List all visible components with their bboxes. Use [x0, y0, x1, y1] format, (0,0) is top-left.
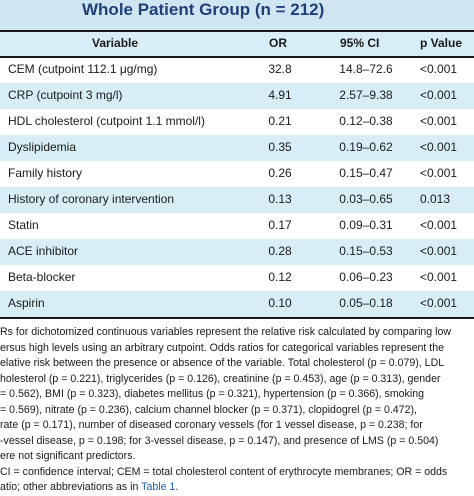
cell-ci: 0.03–0.65 — [339, 192, 393, 206]
table-row: CEM (cutpoint 112.1 μg/mg) 32.8 14.8–72.6 <… — [0, 57, 474, 83]
cell-variable: Family history — [8, 166, 83, 180]
cell-or: 0.13 — [268, 192, 292, 206]
column-header-or: OR — [269, 36, 287, 50]
footnote-text: = 0.569), nitrate (p = 0.236), calcium c… — [0, 403, 417, 416]
footnote-line: ersus high levels using an arbitrary cut… — [0, 341, 444, 357]
cell-variable: History of coronary intervention — [8, 192, 175, 206]
cell-variable: Dyslipidemia — [8, 140, 77, 154]
cell-or: 0.12 — [268, 270, 292, 284]
footnote-text: elative risk between the presence or abs… — [0, 357, 445, 369]
cell-or: 32.8 — [268, 62, 292, 76]
column-header-variable: Variable — [92, 36, 139, 50]
cell-ci: 0.19–0.62 — [339, 140, 393, 154]
column-header-ci: 95% CI — [340, 36, 380, 50]
cell-variable: HDL cholesterol (cutpoint 1.1 mmol/l) — [8, 114, 205, 128]
cell-p-value: 0.013 — [420, 192, 451, 206]
table-header-row — [0, 30, 474, 57]
cell-variable: Statin — [8, 218, 39, 232]
table-row: CRP (cutpoint 3 mg/l) 4.91 2.57–9.38 <0.001 — [0, 83, 474, 109]
cell-p-value: <0.001 — [420, 114, 458, 128]
table-title-band: Whole Patient Group (n = 212) — [0, 0, 474, 30]
header-top-rule — [0, 30, 474, 32]
cell-or: 4.91 — [268, 88, 292, 102]
footnote-text: CI = confidence interval; CEM = total ch… — [0, 465, 448, 478]
table-row: ACE inhibitor 0.28 0.15–0.53 <0.001 — [0, 239, 474, 265]
cell-ci: 14.8–72.6 — [339, 62, 393, 76]
footnote-text: ere not significant predictors. — [0, 450, 136, 462]
table-row: Beta-blocker 0.12 0.06–0.23 <0.001 — [0, 265, 474, 291]
footnote-text: -vessel disease, p = 0.198; for 3-vessel… — [0, 434, 439, 447]
table-bottom-rule — [0, 317, 474, 319]
table-1-link[interactable]: Table 1 — [141, 481, 176, 493]
footnote-line: atio; other abbreviations as in Table 1. — [0, 480, 178, 496]
table-row: Aspirin 0.10 0.05–0.18 <0.001 — [0, 291, 474, 317]
table-row: Family history 0.26 0.15–0.47 <0.001 — [0, 161, 474, 187]
cell-p-value: <0.001 — [420, 166, 458, 180]
cell-or: 0.28 — [268, 244, 292, 258]
cell-ci: 2.57–9.38 — [339, 88, 393, 102]
cell-or: 0.10 — [268, 296, 292, 310]
cell-ci: 0.15–0.53 — [339, 244, 393, 258]
footnote-text: holesterol (p = 0.221), triglycerides (p… — [0, 372, 441, 385]
cell-variable: CRP (cutpoint 3 mg/l) — [8, 88, 123, 102]
footnote-line: elative risk between the presence or abs… — [0, 356, 444, 372]
cell-p-value: <0.001 — [420, 244, 458, 258]
footnote-text: rate (p = 0.171), number of diseased cor… — [0, 419, 423, 431]
cell-p-value: <0.001 — [420, 88, 458, 102]
cell-or: 0.21 — [268, 114, 292, 128]
cell-ci: 0.05–0.18 — [339, 296, 393, 310]
footnote-text: = 0.562), BMI (p = 0.323), diabetes mell… — [0, 388, 424, 400]
table-title: Whole Patient Group (n = 212) — [82, 0, 325, 19]
footnote-line: rate (p = 0.171), number of diseased cor… — [0, 418, 423, 434]
cell-p-value: <0.001 — [420, 140, 458, 154]
cell-p-value: <0.001 — [420, 218, 458, 232]
cell-p-value: <0.001 — [420, 62, 458, 76]
footnote-line: = 0.562), BMI (p = 0.323), diabetes mell… — [0, 387, 424, 403]
footnote-line: holesterol (p = 0.221), triglycerides (p… — [0, 372, 441, 388]
table-row: HDL cholesterol (cutpoint 1.1 mmol/l) 0.2… — [0, 109, 474, 135]
footnote-line: -vessel disease, p = 0.198; for 3-vessel… — [0, 434, 438, 450]
footnote-text: Rs for dichotomized continuous variables… — [0, 326, 452, 338]
footnote-line: ere not significant predictors. — [0, 449, 135, 465]
header-bottom-rule — [0, 56, 474, 58]
table-row: Statin 0.17 0.09–0.31 <0.001 — [0, 213, 474, 239]
footnote-text: atio; other abbreviations as in — [0, 481, 142, 493]
cell-ci: 0.15–0.47 — [339, 166, 393, 180]
cell-or: 0.17 — [268, 218, 292, 232]
cell-or: 0.26 — [268, 166, 292, 180]
cell-variable: Aspirin — [8, 296, 45, 310]
footnote-line: = 0.569), nitrate (p = 0.236), calcium c… — [0, 403, 417, 419]
cell-ci: 0.09–0.31 — [339, 218, 393, 232]
cell-ci: 0.06–0.23 — [339, 270, 393, 284]
cell-p-value: <0.001 — [420, 296, 458, 310]
cell-variable: ACE inhibitor — [8, 244, 79, 258]
cell-ci: 0.12–0.38 — [339, 114, 393, 128]
table-row: History of coronary intervention 0.13 0.03… — [0, 187, 474, 213]
footnote-line: CI = confidence interval; CEM = total ch… — [0, 465, 447, 481]
cell-p-value: <0.001 — [420, 270, 458, 284]
footnote-period: . — [175, 481, 179, 493]
column-header-p-value: p Value — [420, 36, 463, 50]
footnote-line: Rs for dichotomized continuous variables… — [0, 325, 451, 341]
cell-variable: CEM (cutpoint 112.1 μg/mg) — [8, 62, 158, 76]
footnote-text: ersus high levels using an arbitrary cut… — [0, 341, 444, 354]
cell-variable: Beta-blocker — [8, 270, 76, 284]
table-row: Dyslipidemia 0.35 0.19–0.62 <0.001 — [0, 135, 474, 161]
cell-or: 0.35 — [268, 140, 292, 154]
